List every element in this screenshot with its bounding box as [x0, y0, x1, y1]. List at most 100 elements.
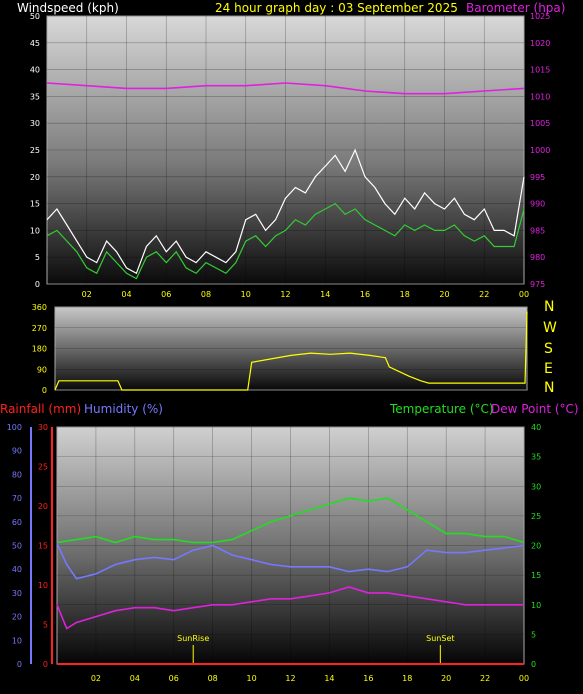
wind-direction-chart: 0 90 180 270 360 [32, 303, 528, 395]
plot-frame [46, 15, 525, 285]
temperature-tick-label: 0 [531, 660, 536, 669]
rainfall-tick-label: 15 [38, 542, 48, 551]
direction-tick-label: 0 [42, 386, 47, 395]
x-tick-label: 08 [208, 674, 218, 683]
humidity-tick-label: 0 [17, 660, 22, 669]
barometer-axis-label: Barometer (hpa) [466, 1, 566, 15]
temperature-humidity-chart: 02 04 06 08 10 12 14 16 18 20 22 000102030405060708… [7, 423, 541, 683]
direction-tick-label: 270 [32, 324, 47, 333]
barometer-tick-label: 1015 [530, 66, 550, 75]
x-tick-label: 04 [121, 290, 131, 299]
plot-background [55, 307, 527, 390]
x-tick-label: 06 [169, 674, 179, 683]
x-tick-label: 08 [201, 290, 211, 299]
humidity-tick-label: 20 [12, 613, 22, 622]
temperature-tick-label: 5 [531, 630, 536, 639]
rainfall-tick-label: 10 [38, 581, 48, 590]
x-tick-label: 20 [441, 674, 451, 683]
direction-tick-label: 360 [32, 303, 47, 312]
windspeed-tick-label: 25 [30, 146, 40, 155]
humidity-tick-label: 10 [12, 636, 22, 645]
temperature-tick-label: 20 [531, 542, 541, 551]
plot-frame [54, 306, 528, 391]
series-temperature-line [56, 497, 525, 544]
series-humidity-line [56, 542, 525, 580]
x-tick-label: 04 [130, 674, 140, 683]
x-tick-label: 12 [285, 674, 295, 683]
humidity-tick-label: 70 [12, 494, 22, 503]
rainfall-tick-label: 5 [43, 621, 48, 630]
sunrise-label: SunRise [177, 634, 209, 643]
temperature-tick-label: 25 [531, 512, 541, 521]
humidity-tick-label: 30 [12, 589, 22, 598]
humidity-tick-label: 80 [12, 470, 22, 479]
x-tick-label: 00 [519, 674, 529, 683]
direction-tick-label: 180 [32, 345, 47, 354]
x-tick-label: 16 [363, 674, 373, 683]
windspeed-tick-label: 30 [30, 119, 40, 128]
x-tick-label: 02 [82, 290, 92, 299]
rainfall-axis-label: Rainfall (mm) [0, 402, 82, 416]
x-tick-label: 00 [519, 290, 529, 299]
barometer-tick-label: 1000 [530, 146, 550, 155]
temperature-tick-label: 15 [531, 571, 541, 580]
plot-background [57, 427, 524, 664]
rainfall-tick-label: 30 [38, 423, 48, 432]
direction-label-e: E [544, 361, 553, 377]
barometer-tick-label: 985 [530, 226, 545, 235]
windspeed-tick-label: 20 [30, 173, 40, 182]
direction-label-n-top: N [544, 299, 555, 315]
series-gust-line [46, 148, 525, 275]
series-barometer-line [46, 82, 525, 95]
humidity-tick-label: 40 [12, 565, 22, 574]
humidity-tick-label: 50 [12, 542, 22, 551]
x-tick-label: 16 [360, 290, 370, 299]
series-direction-line [54, 311, 528, 391]
temperature-axis-label: Temperature (°C) [390, 402, 494, 416]
sunset-label: SunSet [426, 634, 454, 643]
x-tick-label: 02 [91, 674, 101, 683]
direction-label-w: W [543, 320, 557, 336]
x-tick-label: 06 [161, 290, 171, 299]
barometer-tick-label: 990 [530, 200, 545, 209]
windspeed-tick-label: 40 [30, 66, 40, 75]
windspeed-tick-label: 5 [35, 253, 40, 262]
humidity-axis-label: Humidity (%) [84, 402, 163, 416]
series-dewpoint-line [56, 586, 524, 630]
humidity-tick-label: 60 [12, 518, 22, 527]
direction-label-s: S [544, 341, 553, 357]
direction-tick-label: 90 [37, 365, 47, 374]
temperature-tick-label: 30 [531, 482, 541, 491]
dewpoint-axis-label: Dew Point (°C) [491, 402, 579, 416]
rainfall-tick-label: 0 [43, 660, 48, 669]
windspeed-tick-label: 0 [35, 280, 40, 289]
barometer-tick-label: 1020 [530, 39, 550, 48]
windspeed-tick-label: 50 [30, 12, 40, 21]
x-tick-label: 14 [324, 674, 334, 683]
rainfall-tick-label: 20 [38, 502, 48, 511]
humidity-tick-label: 90 [12, 447, 22, 456]
barometer-tick-label: 995 [530, 173, 545, 182]
windspeed-tick-label: 15 [30, 200, 40, 209]
temperature-tick-label: 35 [531, 453, 541, 462]
barometer-tick-label: 1025 [530, 12, 550, 21]
barometer-tick-label: 975 [530, 280, 545, 289]
rainfall-tick-label: 25 [38, 463, 48, 472]
humidity-tick-label: 100 [7, 423, 22, 432]
x-tick-label: 20 [439, 290, 449, 299]
temperature-tick-label: 40 [531, 423, 541, 432]
x-tick-label: 14 [320, 290, 330, 299]
barometer-tick-label: 1010 [530, 92, 550, 101]
x-tick-label: 12 [280, 290, 290, 299]
chart-title: 24 hour graph day : 03 September 2025 [215, 1, 458, 15]
plot-background [47, 16, 524, 284]
x-tick-label: 22 [480, 674, 490, 683]
windspeed-axis-label: Windspeed (kph) [17, 1, 119, 15]
barometer-tick-label: 980 [530, 253, 545, 262]
x-tick-label: 10 [241, 290, 251, 299]
x-tick-label: 10 [246, 674, 256, 683]
windspeed-tick-label: 10 [30, 226, 40, 235]
barometer-tick-label: 1005 [530, 119, 550, 128]
direction-label-n-bottom: N [544, 380, 555, 396]
